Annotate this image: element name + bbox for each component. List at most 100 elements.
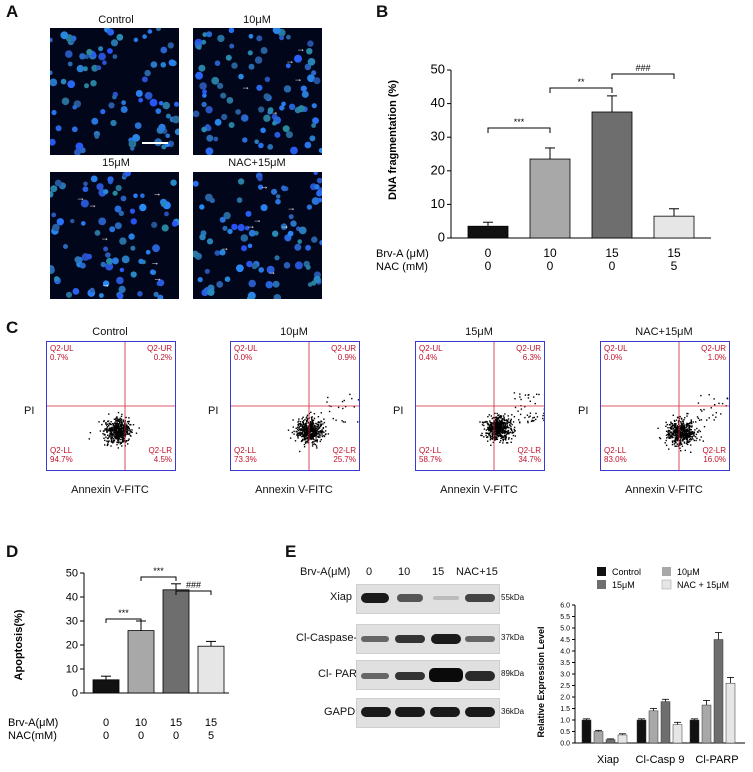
arrow-marker: →: [267, 267, 276, 277]
nucleus: [138, 258, 144, 264]
bar: [689, 719, 700, 744]
nucleus: [114, 205, 122, 213]
significance-bracket: [611, 73, 675, 79]
micrograph-15um: → → → → → → →: [50, 172, 179, 299]
nucleus: [313, 172, 318, 175]
nucleus: [195, 71, 203, 80]
nucleus: [130, 271, 137, 278]
nucleus: [287, 230, 294, 237]
band: [465, 636, 495, 642]
nucleus: [134, 122, 142, 129]
nucleus: [121, 255, 130, 264]
nucleus: [197, 277, 203, 283]
nucleus: [80, 199, 89, 208]
y-tick-label: 1.5: [560, 706, 570, 713]
band: [361, 707, 391, 717]
nucleus: [231, 62, 238, 69]
nucleus: [63, 244, 68, 249]
flow-xlabel: Annexin V-FITC: [255, 484, 333, 496]
nac-value: 0: [547, 259, 554, 273]
nucleus: [196, 45, 202, 50]
nucleus: [99, 293, 104, 298]
arrow-marker: →: [280, 221, 289, 231]
quadrant-lr: Q2-LR 16.0%: [702, 446, 726, 464]
quadrant-value: 0.4%: [419, 353, 438, 362]
flow-plot-0: Q2-UL 0.7% Q2-UR 0.2% Q2-LL 94.7% Q2-LR 4.5%: [46, 341, 176, 471]
lane-label-15: 15: [432, 566, 445, 578]
nucleus: [236, 197, 243, 203]
nucleus: [260, 127, 266, 134]
blot-gapdh: [356, 698, 500, 728]
y-tick-label: 4.0: [560, 649, 570, 656]
nucleus: [167, 42, 174, 49]
flow-ylabel: PI: [393, 405, 404, 417]
nucleus: [305, 264, 311, 270]
quadrant-value: 0.2%: [153, 353, 172, 362]
nucleus: [317, 197, 322, 203]
significance-label: **: [577, 77, 585, 87]
nucleus: [107, 28, 115, 36]
nucleus: [81, 221, 86, 226]
nucleus: [133, 37, 139, 43]
blot-label-gapdh: GAPDH: [324, 706, 364, 718]
blot-header-label: Brv-A(μM): [300, 566, 351, 578]
kda-clparp: 89kDa: [501, 669, 525, 678]
nucleus: [156, 28, 161, 32]
bar: [127, 630, 155, 694]
micro-caption-15um: 15μM: [102, 157, 130, 169]
arrow-marker: →: [260, 181, 269, 191]
quadrant-value: 0.7%: [50, 353, 69, 362]
nucleus: [257, 176, 263, 182]
chart-b-row1-label: Brv-A (μM): [376, 248, 429, 260]
nucleus: [67, 61, 73, 67]
nucleus: [199, 204, 205, 210]
y-tick-label: 50: [66, 568, 78, 580]
nucleus: [244, 225, 250, 231]
nucleus: [171, 220, 178, 227]
bar: [467, 225, 509, 239]
nucleus: [151, 221, 158, 228]
band: [395, 672, 425, 680]
arrow-marker: →: [101, 279, 110, 289]
nucleus: [225, 54, 232, 61]
nucleus: [205, 147, 214, 155]
nucleus: [226, 97, 234, 104]
panel-e-label: E: [285, 542, 297, 561]
nucleus: [306, 204, 313, 210]
nucleus: [158, 101, 164, 106]
nucleus: [297, 105, 305, 113]
nucleus: [254, 56, 263, 64]
significance-label: ***: [118, 608, 129, 618]
nucleus: [273, 294, 282, 299]
nucleus: [67, 80, 76, 89]
nucleus: [91, 117, 99, 125]
nucleus: [222, 225, 228, 231]
panel-d-label: D: [6, 542, 19, 561]
nucleus: [294, 243, 302, 251]
nucleus: [75, 142, 84, 151]
band: [361, 636, 389, 642]
nucleus: [165, 113, 171, 119]
nucleus: [74, 148, 81, 155]
blot-label-xiap: Xiap: [330, 591, 353, 603]
arrow-marker: →: [88, 199, 97, 209]
quadrant-name: Q2-LL: [604, 446, 627, 455]
bar: [713, 639, 724, 744]
nucleus: [149, 269, 156, 275]
nucleus: [103, 246, 109, 252]
nucleus: [285, 131, 293, 139]
quadrant-lr: Q2-LR 25.7%: [332, 446, 356, 464]
nucleus: [236, 264, 244, 273]
nucleus: [133, 193, 138, 199]
nucleus: [112, 190, 118, 196]
y-tick-label: 10: [66, 664, 78, 676]
nucleus: [201, 126, 208, 133]
nucleus: [300, 85, 307, 92]
group-label-clcasp9: Cl-Casp 9: [636, 754, 685, 766]
nucleus: [263, 114, 271, 122]
nucleus: [120, 106, 128, 113]
nucleus: [61, 97, 70, 106]
nucleus: [174, 128, 179, 136]
quadrant-ul: Q2-UL 0.4%: [419, 344, 443, 362]
nac-value: 0: [138, 730, 144, 742]
